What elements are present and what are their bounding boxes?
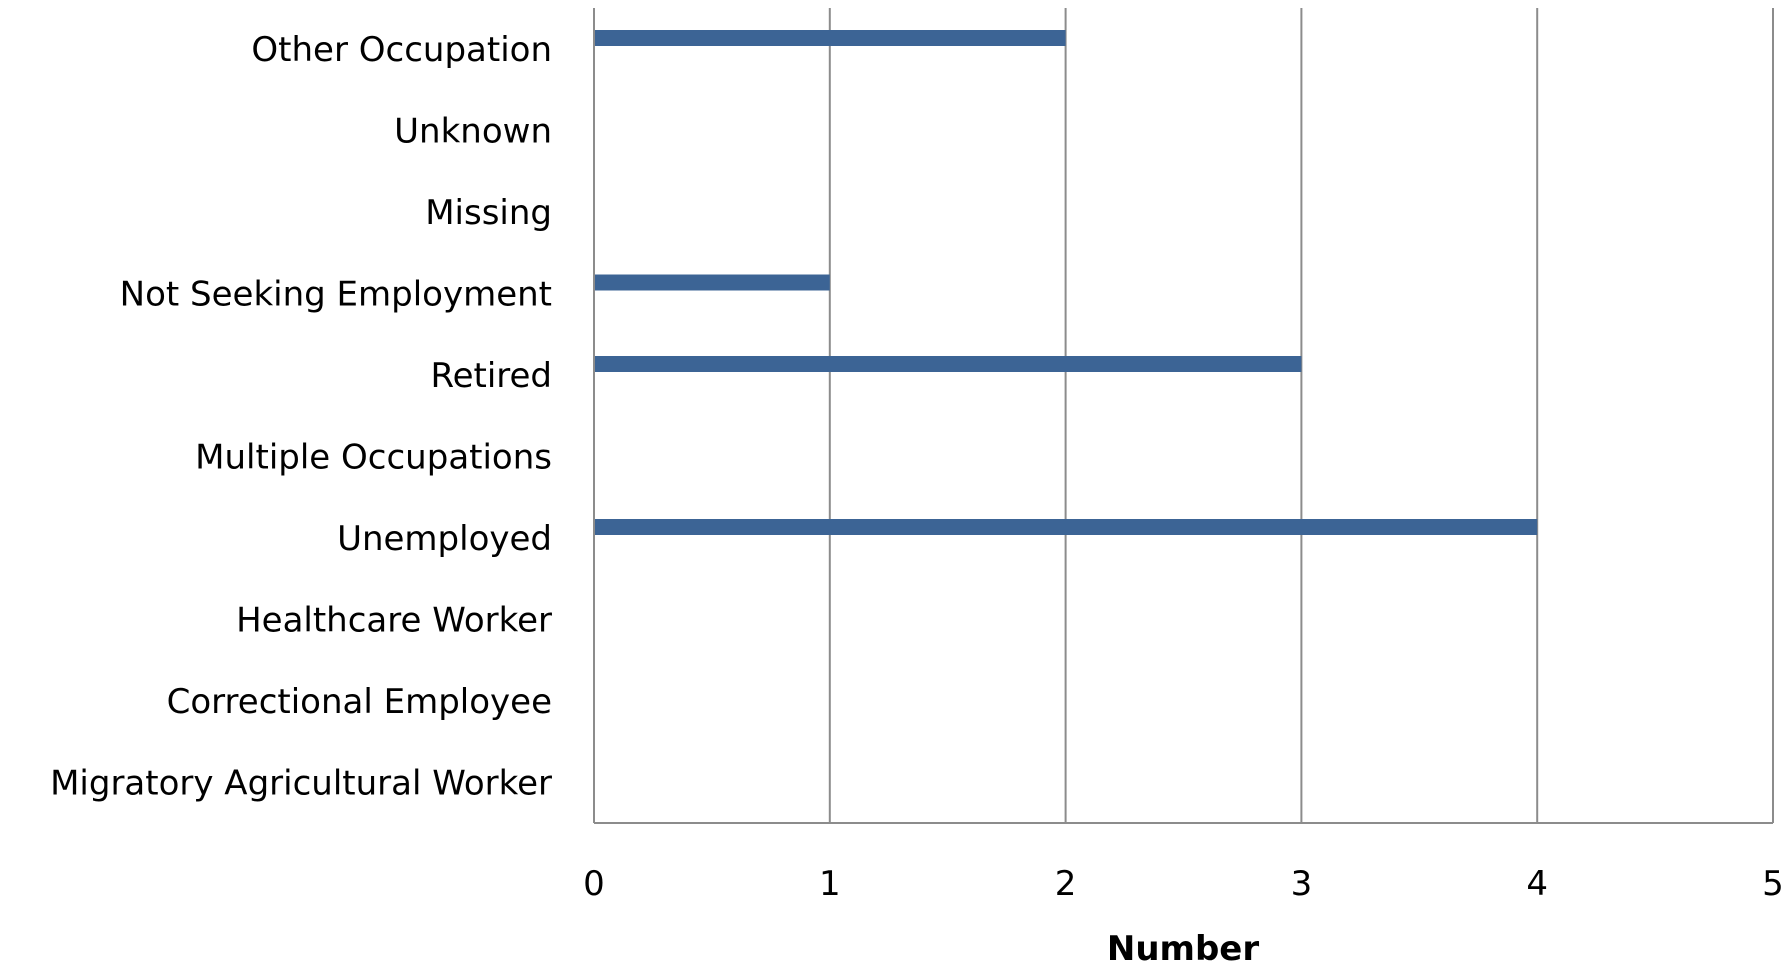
x-tick-label: 3 [1291, 864, 1313, 904]
category-label: Migratory Agricultural Worker [50, 763, 552, 803]
x-tick-label: 4 [1526, 864, 1548, 904]
category-label: Correctional Employee [167, 682, 552, 722]
bar [594, 356, 1302, 372]
category-label: Retired [430, 356, 552, 396]
x-tick-label: 0 [583, 864, 605, 904]
x-axis-title: Number [1107, 929, 1259, 964]
x-tick-label: 2 [1055, 864, 1077, 904]
category-label: Other Occupation [251, 30, 552, 70]
bar [594, 274, 830, 291]
category-label: Multiple Occupations [195, 437, 552, 477]
category-label: Unknown [394, 111, 552, 151]
bar [594, 30, 1066, 46]
x-tick-label: 1 [819, 864, 841, 904]
category-labels: Other Occupation Unknown Missing Not Seekin… [50, 30, 552, 804]
bar [594, 519, 1538, 535]
axes [593, 8, 1773, 824]
category-label: Not Seeking Employment [120, 274, 552, 314]
x-tick-label: 5 [1762, 864, 1784, 904]
x-tick-labels: 0 1 2 3 4 5 [583, 864, 1784, 904]
gridlines [828, 8, 1774, 823]
bars [594, 30, 1538, 535]
category-label: Missing [425, 193, 552, 233]
category-label: Unemployed [337, 519, 552, 559]
category-label: Healthcare Worker [236, 600, 552, 640]
